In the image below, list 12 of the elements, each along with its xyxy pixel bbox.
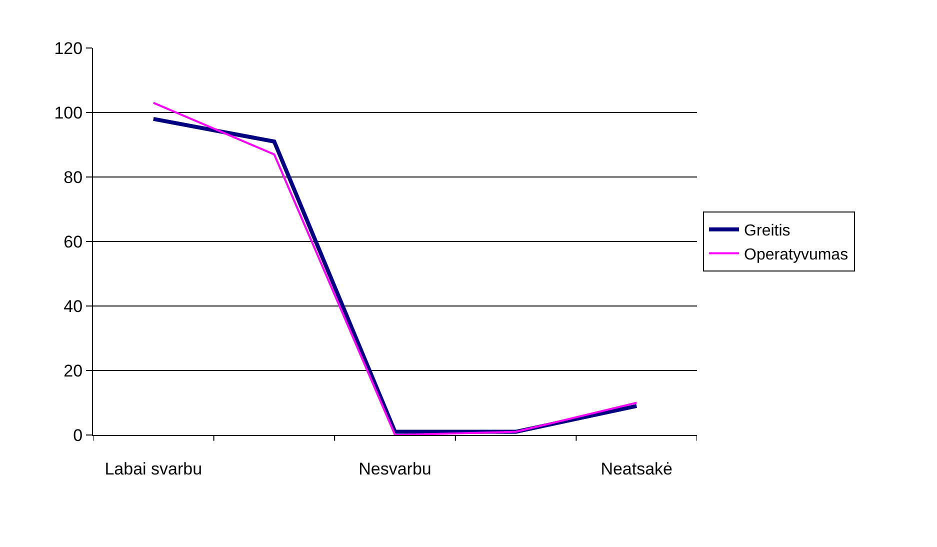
y-tick-label: 120	[54, 38, 83, 58]
x-tick-label: Neatsakė	[600, 459, 673, 478]
y-tick-label: 100	[54, 103, 83, 122]
x-tick-label: Nesvarbu	[358, 459, 432, 478]
y-tick-label: 20	[64, 361, 83, 380]
y-tick-label: 0	[73, 426, 83, 445]
y-tick-label: 40	[64, 296, 83, 316]
legend-label: Operatyvumas	[744, 246, 848, 264]
x-tick-label: Labai svarbu	[104, 459, 202, 478]
y-tick-label: 60	[64, 232, 83, 252]
legend-label: Greitis	[744, 222, 790, 240]
y-tick-label: 80	[64, 168, 83, 187]
